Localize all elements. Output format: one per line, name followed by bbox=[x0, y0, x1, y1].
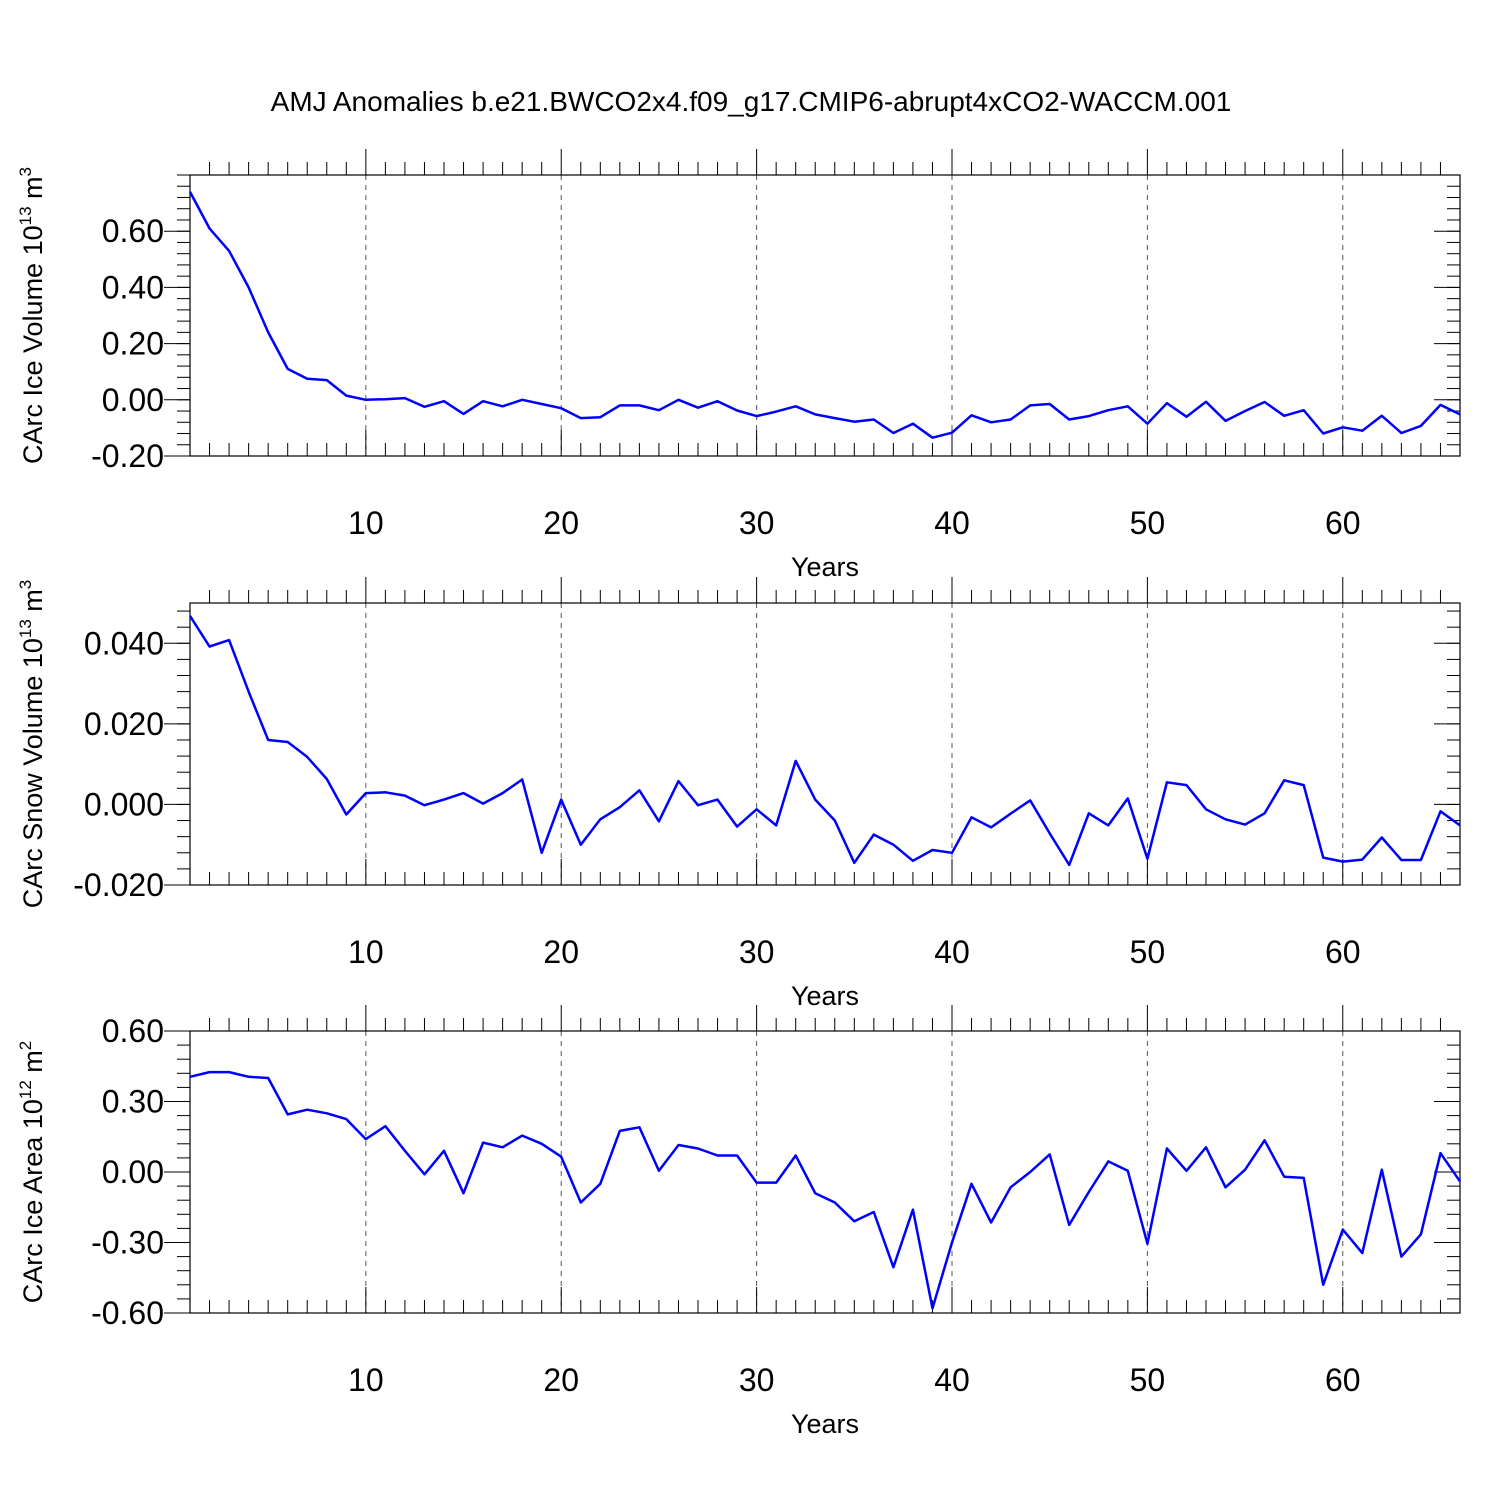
y-tick-label: 0.00 bbox=[102, 382, 164, 418]
series-line bbox=[188, 615, 1461, 867]
y-tick-label: -0.30 bbox=[91, 1225, 164, 1261]
y-tick-label: -0.020 bbox=[73, 867, 164, 903]
y-tick-label: 0.00 bbox=[102, 1154, 164, 1190]
y-tick-label: 0.040 bbox=[84, 625, 164, 661]
x-tick-label: 10 bbox=[348, 505, 384, 541]
y-axis-title: CArc Ice Area 1012 m2 bbox=[16, 1041, 48, 1304]
x-tick-label: 20 bbox=[543, 505, 579, 541]
y-tick-label: 0.20 bbox=[102, 326, 164, 362]
y-tick-label: 0.60 bbox=[102, 1013, 164, 1049]
x-axis-title: Years bbox=[791, 552, 859, 582]
x-tick-label: 40 bbox=[934, 1362, 970, 1398]
y-tick-label: 0.60 bbox=[102, 213, 164, 249]
plot-frame bbox=[189, 174, 1461, 457]
x-tick-label: 60 bbox=[1325, 934, 1361, 970]
x-tick-label: 50 bbox=[1130, 934, 1166, 970]
figure-title: AMJ Anomalies b.e21.BWCO2x4.f09_g17.CMIP… bbox=[271, 86, 1232, 117]
x-tick-label: 50 bbox=[1130, 1362, 1166, 1398]
x-tick-label: 10 bbox=[348, 934, 384, 970]
x-axis-title: Years bbox=[791, 981, 859, 1011]
x-tick-label: 60 bbox=[1325, 505, 1361, 541]
x-tick-label: 30 bbox=[739, 505, 775, 541]
panel-1: 10 20 30 40 50 60 -0.20 0.00 0.20 0.40 0.60 Years CA… bbox=[16, 149, 1461, 582]
x-tick-label: 20 bbox=[543, 1362, 579, 1398]
panel-3: 10 20 30 40 50 60 -0.60 -0.30 0.00 0.30 0.60 Years C… bbox=[16, 1005, 1462, 1439]
y-tick-label: -0.20 bbox=[91, 438, 164, 474]
y-tick-label: -0.60 bbox=[91, 1295, 164, 1331]
y-tick-label: 0.40 bbox=[102, 269, 164, 305]
x-tick-label: 60 bbox=[1325, 1362, 1361, 1398]
x-tick-label: 40 bbox=[934, 934, 970, 970]
x-tick-label: 20 bbox=[543, 934, 579, 970]
y-tick-label: 0.020 bbox=[84, 706, 164, 742]
plot-frame bbox=[189, 1030, 1461, 1314]
panel-2: 10 20 30 40 50 60 -0.020 0.000 0.020 0.040 Years CA… bbox=[16, 577, 1461, 1011]
x-tick-label: 30 bbox=[739, 1362, 775, 1398]
x-tick-label: 30 bbox=[739, 934, 775, 970]
plot-frame bbox=[189, 602, 1461, 886]
x-tick-label: 40 bbox=[934, 505, 970, 541]
x-tick-label: 10 bbox=[348, 1362, 384, 1398]
y-axis-title: CArc Ice Volume 1013 m3 bbox=[16, 167, 48, 464]
series-line bbox=[188, 191, 1461, 439]
series-line bbox=[189, 1070, 1462, 1310]
x-tick-label: 50 bbox=[1130, 505, 1166, 541]
y-axis-title: CArc Snow Volume 1013 m3 bbox=[16, 580, 48, 909]
y-tick-label: 0.30 bbox=[102, 1084, 164, 1120]
y-tick-label: 0.000 bbox=[84, 786, 164, 822]
x-axis-title: Years bbox=[791, 1409, 859, 1439]
